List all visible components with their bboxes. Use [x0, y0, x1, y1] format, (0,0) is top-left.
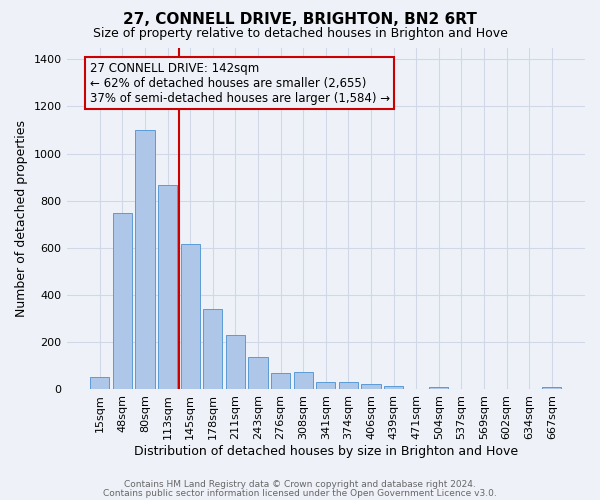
Bar	[542, 386, 562, 389]
Bar	[293, 372, 313, 389]
Bar	[361, 384, 380, 389]
Bar	[384, 386, 403, 389]
Bar	[90, 377, 109, 389]
Text: Contains HM Land Registry data © Crown copyright and database right 2024.: Contains HM Land Registry data © Crown c…	[124, 480, 476, 489]
Text: Size of property relative to detached houses in Brighton and Hove: Size of property relative to detached ho…	[92, 28, 508, 40]
Bar	[316, 382, 335, 389]
Y-axis label: Number of detached properties: Number of detached properties	[15, 120, 28, 317]
Bar	[158, 185, 177, 389]
Bar	[181, 244, 200, 389]
Bar	[248, 357, 268, 389]
Bar	[339, 382, 358, 389]
Text: 27 CONNELL DRIVE: 142sqm
← 62% of detached houses are smaller (2,655)
37% of sem: 27 CONNELL DRIVE: 142sqm ← 62% of detach…	[89, 62, 389, 104]
Bar	[226, 336, 245, 389]
Text: 27, CONNELL DRIVE, BRIGHTON, BN2 6RT: 27, CONNELL DRIVE, BRIGHTON, BN2 6RT	[123, 12, 477, 28]
Bar	[429, 386, 448, 389]
Text: Contains public sector information licensed under the Open Government Licence v3: Contains public sector information licen…	[103, 488, 497, 498]
Bar	[271, 373, 290, 389]
Bar	[113, 213, 132, 389]
X-axis label: Distribution of detached houses by size in Brighton and Hove: Distribution of detached houses by size …	[134, 444, 518, 458]
Bar	[203, 308, 223, 389]
Bar	[136, 130, 155, 389]
